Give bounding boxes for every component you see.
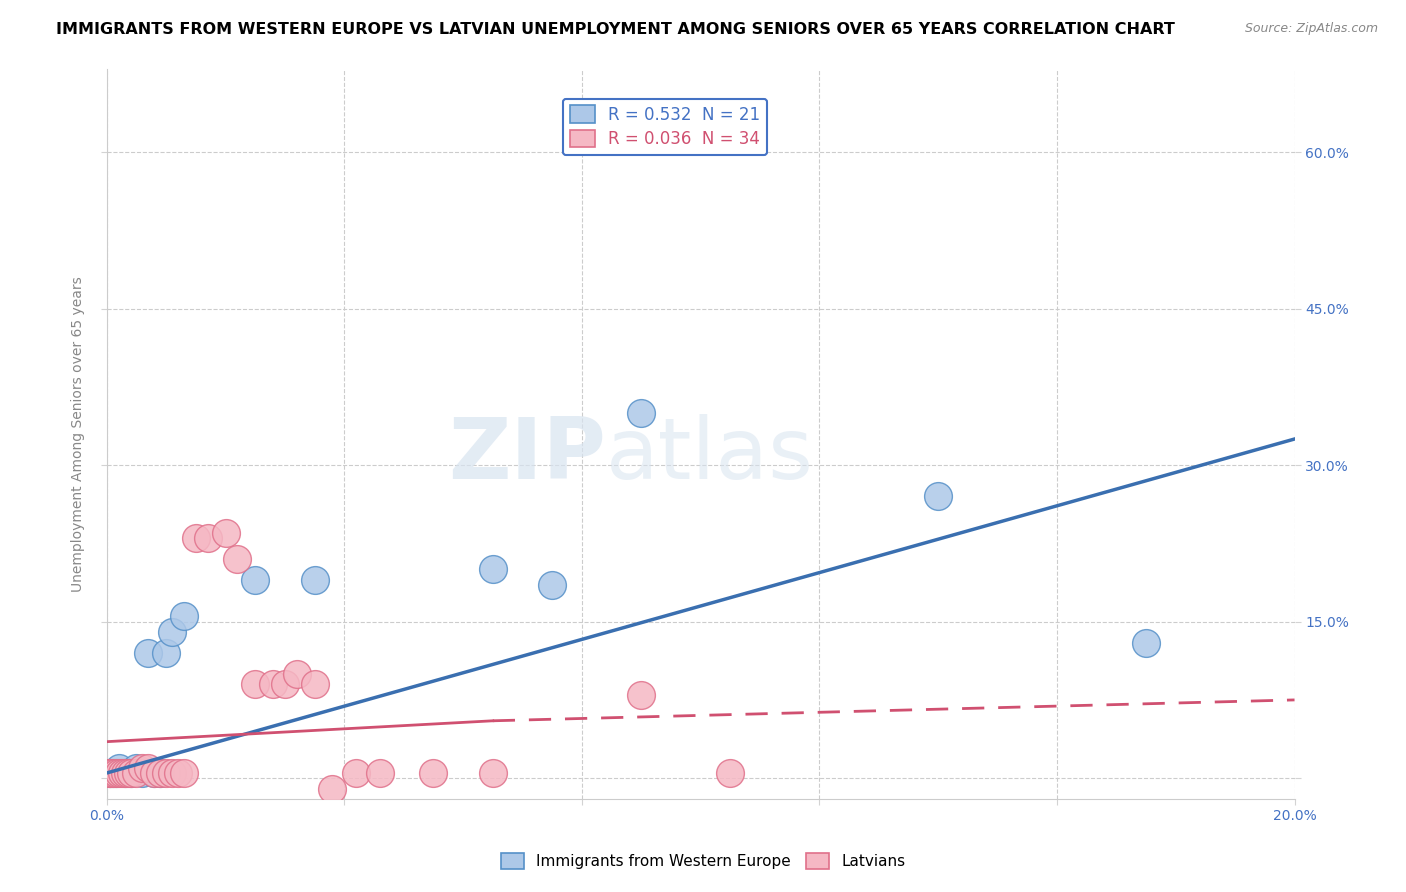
Point: [98, 766, 121, 780]
Point: [120, 766, 142, 780]
Point: [630, 406, 652, 420]
Point: [155, 646, 177, 660]
Point: [138, 761, 160, 775]
Point: [131, 766, 153, 780]
Legend: R = 0.532  N = 21, R = 0.036  N = 34: R = 0.532 N = 21, R = 0.036 N = 34: [564, 99, 766, 155]
Point: [114, 766, 136, 780]
Point: [114, 766, 136, 780]
Point: [422, 766, 444, 780]
Point: [104, 766, 127, 780]
Point: [120, 766, 142, 780]
Point: [481, 766, 503, 780]
Point: [1135, 635, 1157, 649]
Point: [927, 490, 949, 504]
Point: [541, 578, 564, 592]
Point: [107, 766, 129, 780]
Point: [110, 766, 132, 780]
Legend: Immigrants from Western Europe, Latvians: Immigrants from Western Europe, Latvians: [495, 847, 911, 875]
Point: [155, 766, 177, 780]
Point: [245, 677, 267, 691]
Point: [285, 666, 308, 681]
Point: [368, 766, 391, 780]
Text: ZIP: ZIP: [449, 414, 606, 497]
Point: [104, 766, 127, 780]
Point: [304, 573, 326, 587]
Point: [184, 531, 207, 545]
Point: [143, 766, 166, 780]
Point: [214, 525, 236, 540]
Point: [262, 677, 284, 691]
Point: [143, 766, 166, 780]
Point: [107, 761, 129, 775]
Point: [97, 766, 120, 780]
Text: Source: ZipAtlas.com: Source: ZipAtlas.com: [1244, 22, 1378, 36]
Point: [138, 646, 160, 660]
Point: [125, 761, 148, 775]
Y-axis label: Unemployment Among Seniors over 65 years: Unemployment Among Seniors over 65 years: [72, 276, 86, 591]
Point: [274, 677, 297, 691]
Point: [101, 766, 124, 780]
Point: [304, 677, 326, 691]
Point: [245, 573, 267, 587]
Point: [321, 781, 343, 796]
Point: [167, 766, 190, 780]
Point: [125, 766, 148, 780]
Text: atlas: atlas: [606, 414, 814, 497]
Point: [197, 531, 219, 545]
Text: IMMIGRANTS FROM WESTERN EUROPE VS LATVIAN UNEMPLOYMENT AMONG SENIORS OVER 65 YEA: IMMIGRANTS FROM WESTERN EUROPE VS LATVIA…: [56, 22, 1175, 37]
Point: [160, 625, 183, 640]
Point: [718, 766, 741, 780]
Point: [117, 766, 139, 780]
Point: [226, 552, 249, 566]
Point: [481, 562, 503, 576]
Point: [160, 766, 183, 780]
Point: [101, 766, 124, 780]
Point: [173, 609, 195, 624]
Point: [173, 766, 195, 780]
Point: [98, 766, 121, 780]
Point: [149, 766, 172, 780]
Point: [149, 766, 172, 780]
Point: [630, 688, 652, 702]
Point: [131, 761, 153, 775]
Point: [344, 766, 367, 780]
